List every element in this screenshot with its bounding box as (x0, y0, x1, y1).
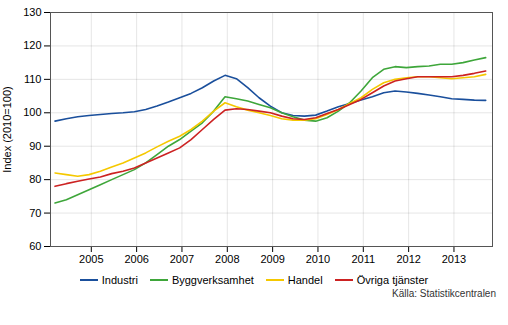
html-text:Handel: Handel (287, 274, 323, 286)
svg-text:Index (2010=100): Index (2010=100) (1, 86, 13, 173)
svg-text:2008: 2008 (215, 253, 239, 265)
svg-text:2007: 2007 (170, 253, 194, 265)
svg-text:130: 130 (23, 6, 41, 18)
svg-text:70: 70 (29, 207, 41, 219)
svg-text:60: 60 (29, 240, 41, 252)
html-text:Industri: Industri (101, 274, 138, 286)
svg-text:120: 120 (23, 39, 41, 51)
html-text:Övriga tjänster: Övriga tjänster (356, 274, 429, 286)
svg-text:2009: 2009 (260, 253, 284, 265)
svg-text:100: 100 (23, 106, 41, 118)
svg-text:110: 110 (24, 73, 42, 85)
svg-text:2005: 2005 (79, 253, 103, 265)
html-text:Byggverksamhet: Byggverksamhet (171, 274, 254, 286)
svg-text:2011: 2011 (351, 253, 375, 265)
svg-text:90: 90 (29, 140, 41, 152)
svg-text:2010: 2010 (306, 253, 330, 265)
html-text:Källa: Statistikcentralen: Källa: Statistikcentralen (392, 288, 496, 299)
svg-text:2012: 2012 (396, 253, 420, 265)
svg-text:80: 80 (29, 173, 41, 185)
svg-text:2013: 2013 (442, 253, 466, 265)
svg-text:2006: 2006 (124, 253, 148, 265)
